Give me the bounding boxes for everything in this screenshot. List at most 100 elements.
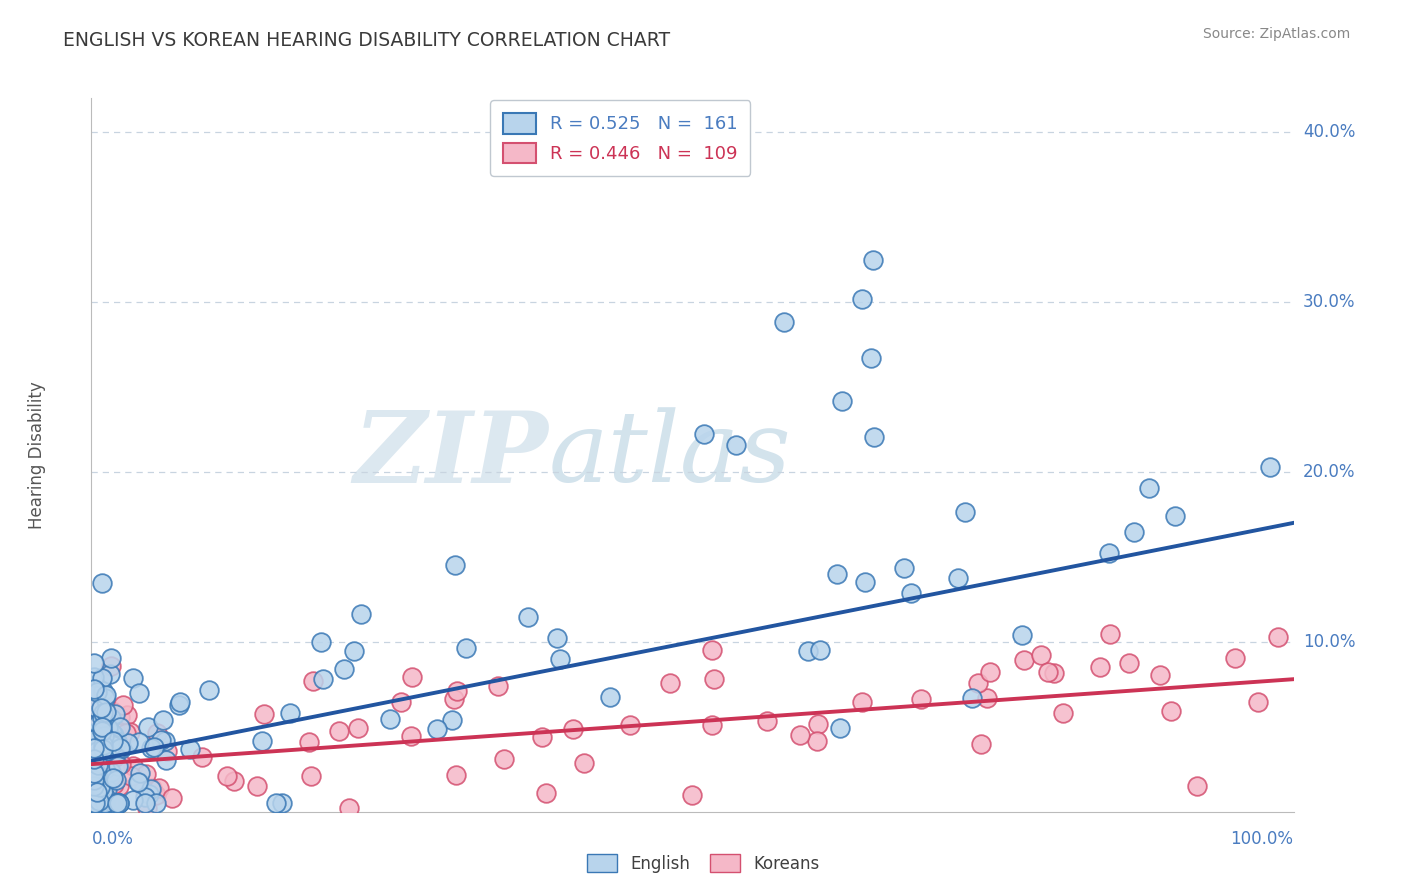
Point (94, 796, 117, 810)
Point (98, 796, 121, 810)
Point (103, 777, 125, 791)
Point (89, 767, 111, 781)
Text: Source: ZipAtlas.com: Source: ZipAtlas.com (1202, 27, 1350, 41)
Point (96, 781, 118, 796)
Point (115, 707, 138, 722)
Point (136, 721, 159, 735)
Point (89, 731, 111, 745)
Point (1160, 704, 1182, 718)
Point (1052, 706, 1074, 721)
Point (1187, 779, 1209, 793)
Point (135, 801, 157, 815)
Point (444, 768, 467, 782)
Point (309, 635, 332, 649)
Point (120, 725, 142, 739)
Point (91, 748, 114, 763)
Point (97, 721, 120, 735)
Point (104, 750, 127, 764)
Point (91, 706, 114, 720)
Point (970, 737, 993, 751)
Point (350, 607, 373, 621)
Text: 20.0%: 20.0% (1303, 463, 1355, 481)
Point (87, 794, 110, 808)
Point (1099, 627, 1122, 641)
Point (132, 780, 155, 795)
Point (143, 739, 166, 754)
Point (90, 711, 112, 725)
Point (84, 796, 107, 810)
Point (83, 771, 105, 785)
Point (104, 707, 127, 722)
Point (83, 768, 105, 782)
Point (89, 780, 111, 794)
Point (530, 731, 553, 745)
Point (302, 674, 325, 689)
Point (90, 575, 112, 590)
Point (337, 801, 360, 815)
Point (128, 775, 150, 789)
Point (444, 558, 467, 572)
Point (492, 752, 515, 766)
Point (167, 698, 190, 713)
Point (1123, 524, 1146, 539)
Text: 100.0%: 100.0% (1230, 830, 1294, 847)
Point (401, 670, 423, 684)
Point (86, 779, 108, 793)
Point (94, 762, 117, 776)
Point (278, 706, 301, 720)
Point (93, 761, 115, 775)
Point (94, 688, 117, 702)
Point (198, 682, 221, 697)
Point (83, 698, 105, 712)
Point (853, 574, 876, 589)
Point (440, 713, 463, 727)
Point (107, 796, 129, 810)
Point (84, 725, 107, 739)
Point (101, 726, 124, 740)
Point (94, 791, 117, 805)
Point (703, 672, 725, 686)
Point (103, 728, 125, 742)
Point (83, 681, 105, 696)
Point (100, 765, 122, 780)
Point (1036, 665, 1059, 680)
Point (83, 752, 105, 766)
Point (83, 741, 105, 756)
Point (90, 700, 112, 714)
Point (103, 796, 125, 810)
Point (93, 691, 115, 706)
Point (1011, 628, 1033, 642)
Point (83, 763, 105, 777)
Point (94, 777, 117, 791)
Point (107, 758, 129, 772)
Point (692, 426, 714, 441)
Point (86, 746, 108, 760)
Point (342, 644, 364, 658)
Point (953, 505, 976, 519)
Point (94, 706, 117, 720)
Point (271, 796, 294, 810)
Point (534, 785, 557, 799)
Point (108, 720, 131, 734)
Point (83, 768, 105, 782)
Point (121, 671, 143, 685)
Point (860, 351, 883, 366)
Point (94, 795, 117, 809)
Point (517, 610, 540, 624)
Point (246, 780, 269, 794)
Point (94, 796, 117, 810)
Point (86, 767, 108, 781)
Point (83, 717, 105, 731)
Point (93, 774, 115, 789)
Point (86, 785, 108, 799)
Point (910, 692, 932, 706)
Text: ZIP: ZIP (353, 407, 548, 503)
Point (87, 717, 110, 731)
Point (572, 756, 595, 771)
Text: 10.0%: 10.0% (1303, 632, 1355, 651)
Point (105, 796, 128, 810)
Point (150, 733, 173, 747)
Point (312, 672, 335, 686)
Point (346, 722, 368, 736)
Point (1031, 648, 1053, 662)
